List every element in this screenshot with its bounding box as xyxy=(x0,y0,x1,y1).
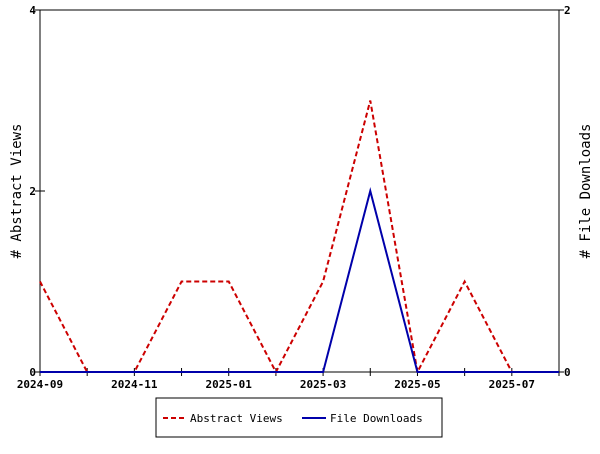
y-tick-label-left-2: 2 xyxy=(29,185,36,198)
y-tick-label-right-0: 0 xyxy=(564,366,571,379)
y-tick-label-left-4: 4 xyxy=(29,4,36,17)
series-line-abstract-views xyxy=(39,100,559,376)
y-tick-label-left-0: 0 xyxy=(29,366,36,379)
x-tick-label-2025-03: 2025-03 xyxy=(300,378,346,391)
x-tick-label-2025-05: 2025-05 xyxy=(394,378,440,391)
legend: Abstract Views File Downloads xyxy=(155,397,443,438)
plot-frame xyxy=(39,9,560,373)
y-axis-title-right: # File Downloads xyxy=(578,124,594,259)
legend-box xyxy=(155,397,443,438)
x-tick-label-2025-07: 2025-07 xyxy=(489,378,535,391)
x-tick-label-2025-01: 2025-01 xyxy=(206,378,253,391)
y-axis-title-left: # Abstract Views xyxy=(9,124,25,259)
legend-label-file-downloads: File Downloads xyxy=(330,412,423,425)
y-tick-label-right-2: 2 xyxy=(564,4,571,17)
series-line-file-downloads xyxy=(40,187,559,373)
x-tick-label-2024-11: 2024-11 xyxy=(111,378,158,391)
x-tick-label-2024-09: 2024-09 xyxy=(17,378,63,391)
legend-label-abstract-views: Abstract Views xyxy=(190,412,283,425)
